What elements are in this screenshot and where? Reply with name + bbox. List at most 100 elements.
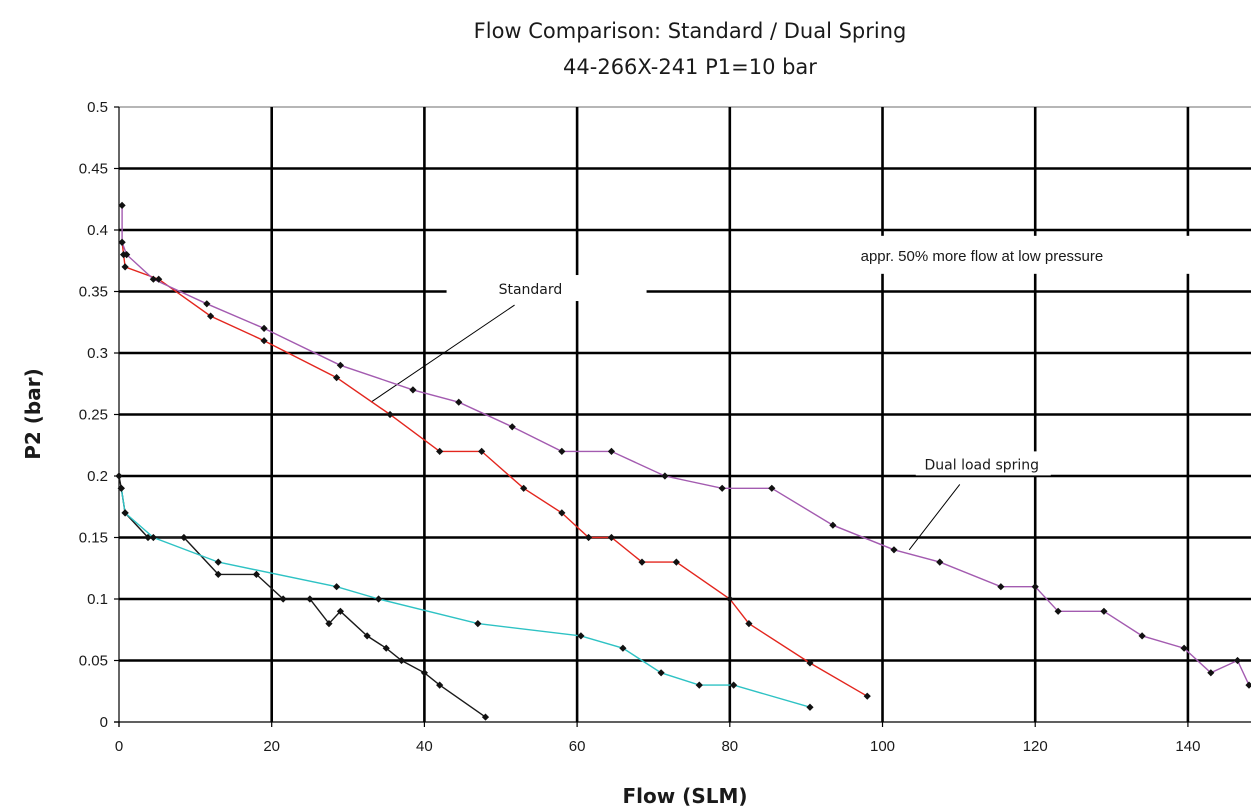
data-point-marker [520,484,528,492]
data-point-marker [252,570,261,578]
data-point-marker [936,558,944,566]
data-point-marker [397,656,406,665]
data-point-marker [1138,632,1146,640]
data-point-marker [558,447,566,455]
data-point-marker [214,558,222,566]
data-point-marker [584,533,593,542]
x-tick-label: 40 [416,738,433,755]
data-point-marker [279,595,287,603]
grid-lines [119,106,1251,722]
data-point-marker [1207,669,1215,677]
data-point-marker [577,632,585,640]
data-point-marker [455,398,463,406]
data-point-marker [336,607,345,615]
series-line-2 [118,475,486,718]
standard-annotation: Standard [499,282,563,298]
x-tick-label: 20 [263,738,280,755]
data-point-marker [1180,644,1188,652]
data-point-marker [336,361,345,369]
standard-leader-line [370,304,515,403]
dual-load-spring-annotation: Dual load spring [925,457,1040,473]
chart-subtitle: 44-266X-241 P1=10 bar [563,55,817,79]
data-point-marker [1054,607,1062,615]
data-point-marker [638,558,646,566]
x-axis-label: Flow (SLM) [622,784,747,808]
pressure-note-bg [789,235,1210,274]
tick-labels: 0 0.05 0.1 0.15 0.2 0.25 0.3 0.35 0.4 0.45 0.5 0 20 4… [79,99,1201,755]
dual-leader-line [908,484,961,551]
pressure-note-annotation: appr. 50% more flow at low pressure [861,248,1104,265]
data-point-marker [214,570,222,578]
data-point-marker [333,374,341,382]
data-point-marker [121,509,129,517]
data-point-marker [508,423,516,431]
data-point-marker [1100,607,1108,615]
series-line-0 [121,242,868,697]
y-tick-label: 0.35 [79,284,108,301]
data-point-marker [121,263,129,271]
data-point-marker [118,238,126,246]
y-tick-label: 0.15 [79,530,108,547]
data-point-marker [325,620,333,628]
data-point-marker [619,644,627,652]
x-tick-label: 140 [1175,738,1200,755]
data-point-marker [718,484,726,492]
data-point-marker [695,681,703,689]
standard-label-bg [446,275,647,302]
annotation-leaders [370,304,961,551]
y-axis-label: P2 (bar) [21,368,45,460]
data-point-marker [306,595,314,603]
data-point-marker [260,324,268,332]
data-point-marker [806,659,814,667]
series-line-1 [121,205,1250,686]
data-point-marker [436,447,444,455]
data-point-marker [829,521,837,529]
data-point-marker [149,533,157,542]
x-tick-label: 100 [870,738,895,755]
x-tick-label: 80 [721,738,738,755]
data-point-marker [333,583,341,591]
y-tick-label: 0.25 [79,407,108,424]
data-point-marker [420,669,429,677]
data-point-marker [806,703,814,711]
data-point-marker [203,300,211,308]
data-point-marker [207,312,215,320]
data-point-marker [123,251,131,259]
y-tick-label: 0.3 [87,345,108,362]
data-point-marker [363,632,371,640]
data-point-marker [1233,656,1242,665]
data-point-marker [745,620,753,628]
data-point-marker [144,533,152,542]
axes [114,106,1251,727]
dual-label-bg [915,451,1051,476]
data-point-marker [155,275,163,283]
data-point-marker [117,484,125,492]
data-point-marker [768,484,776,492]
data-point-marker [558,509,566,517]
data-point-marker [607,447,616,455]
data-point-marker [260,337,268,345]
annotation-labels: Standard Dual load spring appr. 50% more f… [446,235,1210,476]
data-point-marker [1031,583,1039,591]
data-point-marker [672,558,680,566]
data-point-marker [149,275,157,283]
data-point-marker [890,546,898,554]
data-point-marker [997,583,1005,591]
data-point-marker [661,472,669,480]
data-point-marker [374,595,383,603]
data-point-marker [607,533,616,542]
data-point-marker [382,644,390,652]
data-point-marker [409,386,417,394]
data-point-marker [657,669,665,677]
y-tick-label: 0.5 [87,99,108,116]
y-tick-label: 0 [100,714,108,731]
data-point-marker [730,681,738,689]
x-tick-label: 60 [569,738,586,755]
data-point-marker [481,713,490,721]
data-point-marker [386,410,394,419]
data-series [115,201,1251,721]
y-tick-label: 0.2 [87,468,108,485]
data-point-marker [115,472,123,480]
y-tick-label: 0.45 [79,161,108,178]
